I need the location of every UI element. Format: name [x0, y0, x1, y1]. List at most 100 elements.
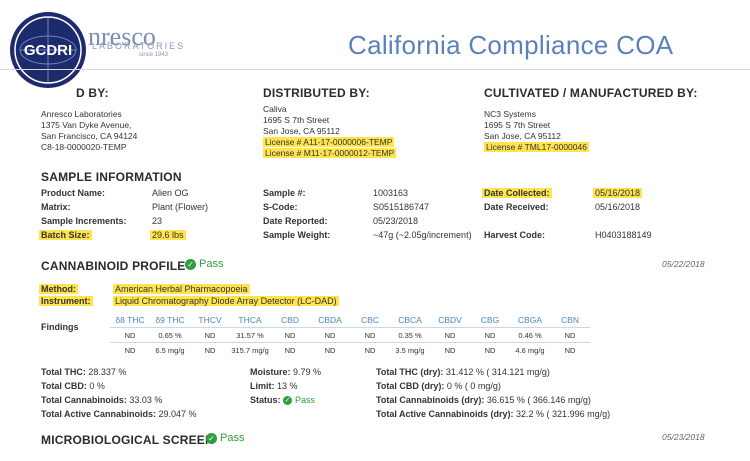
cultivated-license: License # TML17-0000046: [484, 142, 589, 152]
col-d8-thc: δ8 THC: [110, 313, 150, 328]
sample-info-heading: SAMPLE INFORMATION: [41, 170, 182, 184]
table-cell: ND: [364, 345, 376, 355]
total-active-cannabinoids: Total Active Cannabinoids: 29.047 %: [41, 409, 197, 419]
tested-line-4: C8-18-0000020-TEMP: [41, 142, 127, 152]
seal-text: GCDRI: [24, 42, 72, 59]
table-cell: ND: [324, 345, 336, 355]
limit: Limit: 13 %: [250, 381, 298, 391]
findings-label: Findings: [41, 322, 79, 332]
distributed-license-1: License # A11-17-0000006-TEMP: [263, 137, 395, 147]
table-cell: 31.57 %: [230, 327, 270, 343]
total-cbd-value: 0 %: [89, 381, 105, 391]
cannabinoid-profile-heading: CANNABINOID PROFILE: [41, 259, 186, 273]
col-cbdv: CBDV: [430, 313, 470, 328]
total-thc-label: Total THC:: [41, 367, 86, 377]
total-cbd-label: Total CBD:: [41, 381, 87, 391]
batch-size-value: 29.6 lbs: [150, 230, 186, 240]
total-active-value: 29.047 %: [158, 409, 197, 419]
total-cannabinoids-label: Total Cannabinoids:: [41, 395, 127, 405]
table-cell: ND: [190, 327, 230, 343]
lab-logo-name: nresco: [88, 22, 156, 51]
cultivated-line-1: NC3 Systems: [484, 109, 536, 119]
increments-label: Sample Increments:: [41, 216, 127, 226]
scode-value: S0515186747: [373, 202, 430, 212]
lab-logo-sub: LABORATORIES: [92, 41, 186, 51]
col-d9-thc: δ9 THC: [150, 313, 190, 328]
table-cell: ND: [470, 327, 510, 343]
table-cell: ND: [110, 327, 150, 343]
tested-line-2: 1375 Van Dyke Avenue,: [41, 120, 132, 130]
status-value: Pass: [295, 395, 316, 405]
check-circle-icon: ✓: [206, 432, 217, 444]
table-cell: ND: [564, 345, 576, 355]
distributed-by-address: Caliva 1695 S 7th Street San Jose, CA 95…: [263, 104, 397, 159]
harvest-code-value: H0403188149: [595, 230, 652, 240]
method-value: American Herbal Pharmacopoeia: [113, 284, 250, 294]
date-collected-value: 05/16/2018: [593, 188, 643, 198]
table-cell: 0.65 %: [150, 327, 190, 343]
matrix-value: Plant (Flower): [152, 202, 209, 212]
table-cell: ND: [284, 345, 296, 355]
table-cell: ND: [310, 327, 350, 343]
sample-weight-label: Sample Weight:: [263, 230, 331, 240]
moisture: Moisture: 9.79 %: [250, 367, 321, 377]
micro-screen-heading: MICROBIOLOGICAL SCREEN: [41, 433, 214, 447]
check-circle-icon: ✓: [283, 396, 293, 406]
col-cbc: CBC: [350, 313, 390, 328]
table-cell: ND: [484, 345, 496, 355]
status-label: Status:: [250, 395, 281, 405]
total-cannabinoids-dry-value: 36.615 % ( 366.146 mg/g): [486, 395, 591, 405]
date-reported-label: Date Reported:: [263, 216, 328, 226]
total-thc-dry: Total THC (dry): 31.412 % ( 314.121 mg/g…: [376, 367, 550, 377]
total-thc-dry-value: 31.412 % ( 314.121 mg/g): [445, 367, 550, 377]
cannabinoid-table: δ8 THC δ9 THC THCV THCA CBD CBDA CBC CBC…: [110, 313, 590, 357]
col-thcv: THCV: [190, 313, 230, 328]
table-cell: ND: [550, 327, 590, 343]
col-cbn: CBN: [550, 313, 590, 328]
col-cbg: CBG: [470, 313, 510, 328]
table-cell: ND: [124, 345, 136, 355]
total-active-dry: Total Active Cannabinoids (dry): 32.2 % …: [376, 409, 610, 419]
instrument-value: Liquid Chromatography Diode Array Detect…: [113, 296, 339, 306]
table-cell: 0.46 %: [510, 327, 550, 343]
total-cannabinoids-dry: Total Cannabinoids (dry): 36.615 % ( 366…: [376, 395, 591, 405]
date-received-value: 05/16/2018: [595, 202, 641, 212]
total-cannabinoids: Total Cannabinoids: 33.03 %: [41, 395, 162, 405]
cultivated-by-heading: CULTIVATED / MANUFACTURED BY:: [484, 86, 698, 100]
date-reported-value: 05/23/2018: [373, 216, 419, 226]
product-name-label: Product Name:: [41, 188, 106, 198]
instrument-label: Instrument:: [39, 296, 93, 306]
total-cbd-dry: Total CBD (dry): 0 % ( 0 mg/g): [376, 381, 501, 391]
lab-logo-since: since 1943: [139, 52, 169, 58]
total-active-dry-label: Total Active Cannabinoids (dry):: [376, 409, 514, 419]
table-cell: 6.5 mg/g: [155, 345, 185, 355]
gcdri-seal-logo: GCDRI: [10, 12, 86, 88]
cannabinoid-table-header: δ8 THC δ9 THC THCV THCA CBD CBDA CBC CBC…: [110, 313, 590, 328]
col-thca: THCA: [230, 313, 270, 328]
total-cbd-dry-value: 0 % ( 0 mg/g): [446, 381, 501, 391]
distributed-line-2: 1695 S 7th Street: [263, 115, 330, 125]
product-name-value: Alien OG: [152, 188, 189, 198]
total-active-label: Total Active Cannabinoids:: [41, 409, 157, 419]
table-cell: ND: [444, 345, 456, 355]
moisture-value: 9.79 %: [293, 367, 322, 377]
limit-value: 13 %: [277, 381, 298, 391]
total-active-dry-value: 32.2 % ( 321.996 mg/g): [516, 409, 611, 419]
total-cannabinoids-dry-label: Total Cannabinoids (dry):: [376, 395, 485, 405]
table-cell: ND: [270, 327, 310, 343]
total-cbd: Total CBD: 0 %: [41, 381, 105, 391]
batch-size-label: Batch Size:: [39, 230, 92, 240]
micro-pass-label: Pass: [220, 432, 245, 444]
micro-pass-badge: ✓ Pass: [206, 432, 244, 444]
col-cbga: CBGA: [510, 313, 550, 328]
table-cell: 4.6 mg/g: [515, 345, 545, 355]
total-thc-dry-label: Total THC (dry):: [376, 367, 444, 377]
table-cell: 0.35 %: [390, 327, 430, 343]
col-cbd: CBD: [270, 313, 310, 328]
table-row-mg: ND 6.5 mg/g ND 315.7 mg/g ND ND ND 3.5 m…: [110, 343, 590, 358]
status: Status: ✓ Pass: [250, 395, 316, 406]
date-received-label: Date Received:: [484, 202, 549, 212]
sample-number-value: 1003163: [373, 188, 409, 198]
total-cannabinoids-value: 33.03 %: [129, 395, 163, 405]
page-title: California Compliance COA: [348, 30, 674, 60]
